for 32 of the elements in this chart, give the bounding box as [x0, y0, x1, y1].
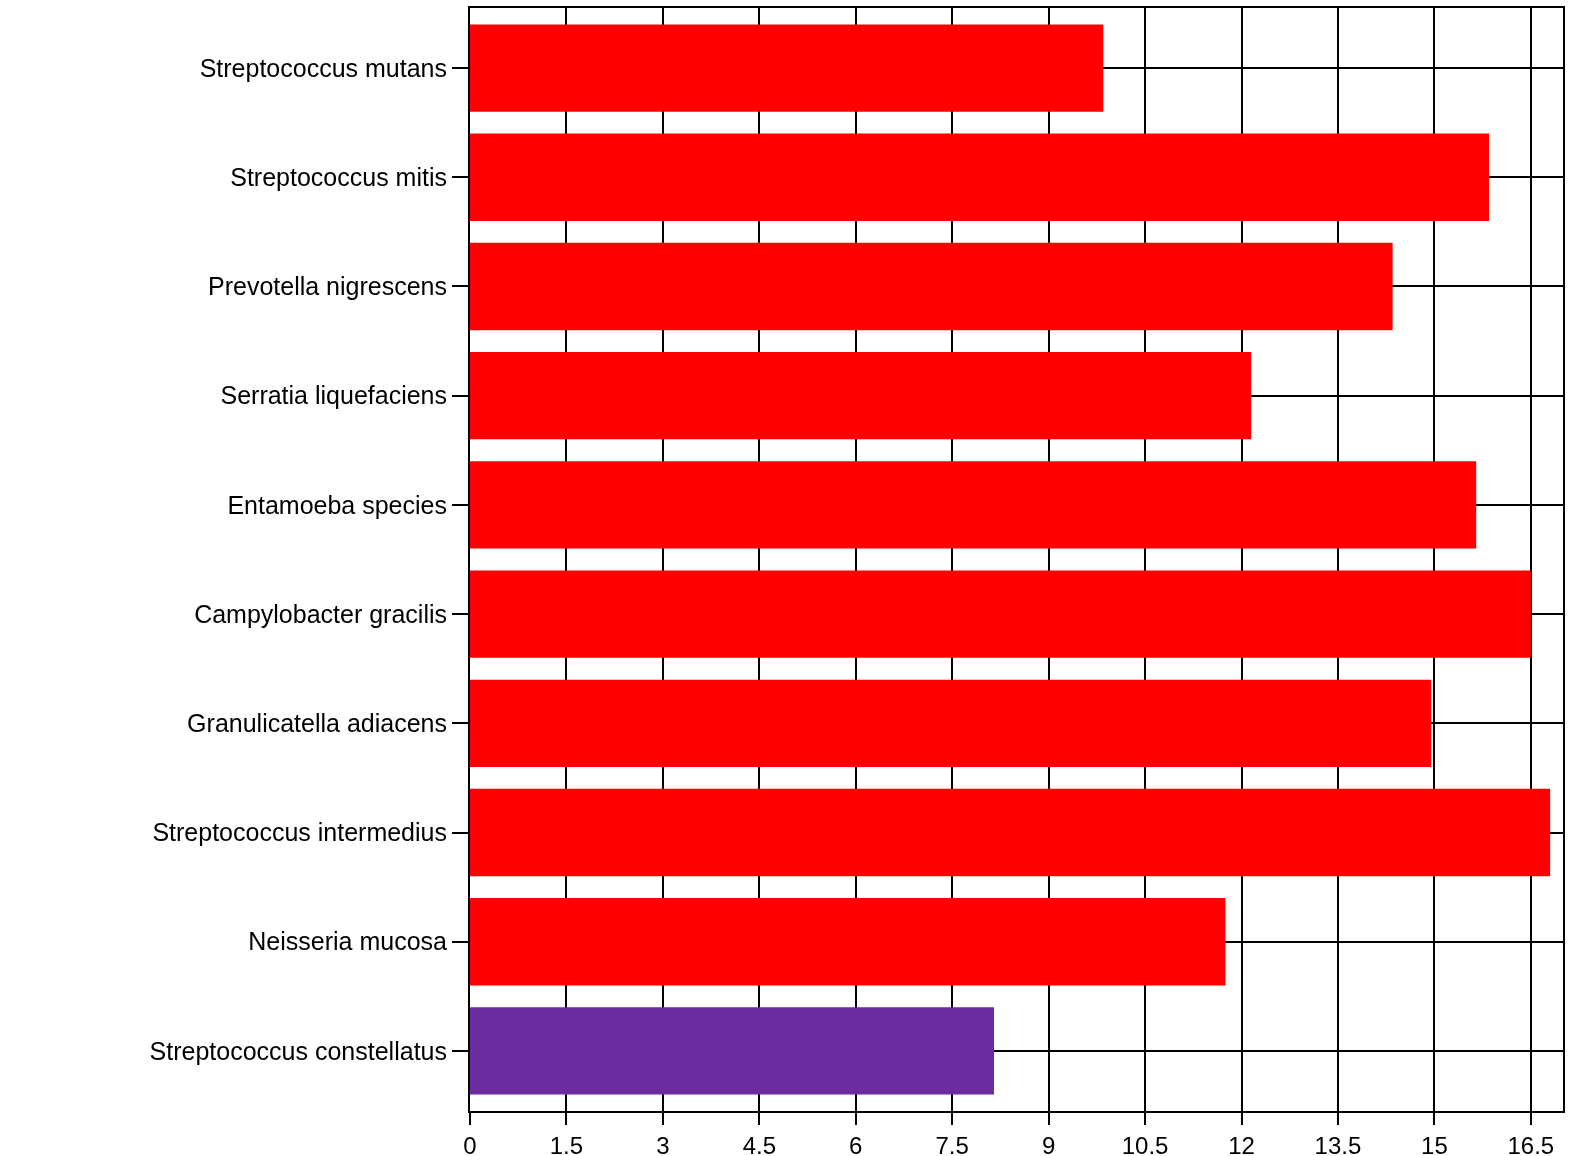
bar	[470, 24, 1104, 112]
x-tick-label: 4.5	[742, 1131, 777, 1156]
x-tick-label: 12	[1228, 1131, 1255, 1156]
y-tick-label: Campylobacter gracilis	[194, 599, 447, 628]
x-tick-label: 6	[849, 1131, 863, 1156]
x-tick-label: 15	[1421, 1131, 1448, 1156]
bar	[470, 1007, 994, 1095]
y-tick-label: Streptococcus mutans	[199, 53, 447, 82]
x-tick-label: 16.5	[1507, 1131, 1555, 1156]
bar	[470, 242, 1393, 331]
y-tick-label: Neisseria mucosa	[248, 927, 448, 956]
bar	[470, 788, 1551, 877]
x-tick-label: 0	[463, 1131, 477, 1156]
x-tick-label: 7.5	[935, 1131, 969, 1156]
y-tick-label: Streptococcus mitis	[230, 163, 447, 192]
x-tick-label: 10.5	[1121, 1131, 1169, 1156]
y-tick-label: Entamoeba species	[227, 490, 447, 519]
y-tick-label: Streptococcus intermedius	[152, 818, 447, 847]
bar	[470, 133, 1490, 221]
bar	[470, 352, 1252, 440]
bar	[470, 679, 1432, 767]
y-tick-label: Serratia liquefaciens	[220, 381, 447, 410]
x-tick-label: 3	[656, 1131, 670, 1156]
y-tick-label: Streptococcus constellatus	[149, 1036, 447, 1065]
y-tick-label: Prevotella nigrescens	[207, 272, 447, 301]
bar	[470, 570, 1531, 658]
bar	[470, 898, 1226, 986]
x-tick-label: 13.5	[1314, 1131, 1362, 1156]
x-tick-label: 9	[1041, 1131, 1056, 1156]
y-tick-label: Granulicatella adiacens	[187, 709, 447, 738]
x-tick-label: 1.5	[549, 1131, 584, 1156]
bar	[470, 461, 1477, 549]
